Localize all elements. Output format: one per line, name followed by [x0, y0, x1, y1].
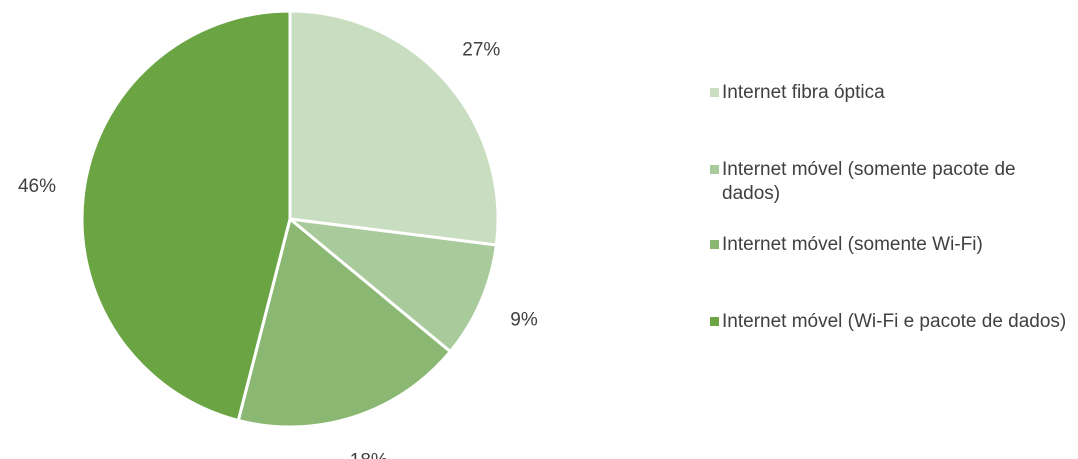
legend-line: Internet fibra óptica — [722, 82, 885, 103]
legend-line: dados) — [722, 183, 780, 204]
pie-slice — [285, 216, 499, 354]
legend-marker — [710, 88, 719, 97]
data-label: 9% — [510, 309, 538, 330]
legend-marker — [710, 240, 719, 249]
legend-label: Internet fibra óptica — [722, 82, 885, 103]
data-label: 46% — [18, 176, 56, 197]
legend-label: Internet móvel (somente pacote de dados) — [722, 159, 1016, 204]
pie-slice — [236, 216, 453, 429]
legend-marker — [710, 165, 719, 174]
legend-line: Internet móvel (somente pacote de — [722, 159, 1016, 180]
data-label: 18% — [350, 451, 388, 459]
legend-label: Internet móvel (Wi-Fi e pacote de dados) — [722, 311, 1066, 332]
legend-marker — [710, 317, 719, 326]
legend-label: Internet móvel (somente Wi-Fi) — [722, 234, 983, 255]
legend-line: Internet móvel (Wi-Fi e pacote de dados) — [722, 311, 1066, 332]
data-label: 27% — [462, 39, 500, 60]
pie-slice — [80, 9, 292, 423]
legend-line: Internet móvel (somente Wi-Fi) — [722, 234, 983, 255]
pie-slice — [288, 9, 500, 247]
